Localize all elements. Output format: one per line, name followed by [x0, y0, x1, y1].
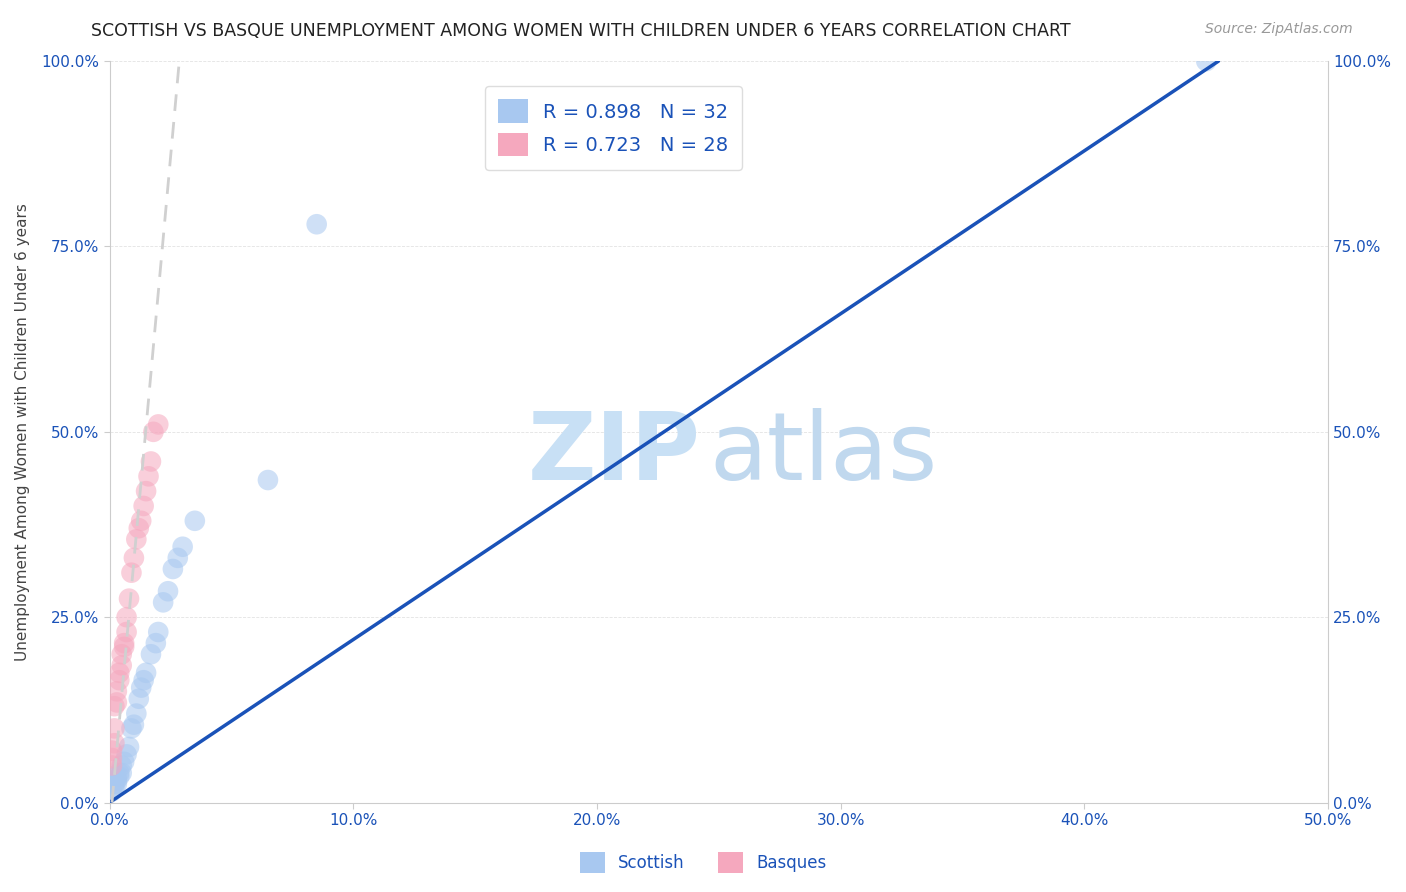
Point [112, 755, 135, 769]
Text: Source: ZipAtlas.com: Source: ZipAtlas.com [1205, 22, 1353, 37]
Point [112, 636, 135, 650]
Point [139, 647, 162, 661]
Point [118, 591, 141, 606]
Text: SCOTTISH VS BASQUE UNEMPLOYMENT AMONG WOMEN WITH CHILDREN UNDER 6 YEARS CORRELAT: SCOTTISH VS BASQUE UNEMPLOYMENT AMONG WO… [91, 22, 1071, 40]
Point [129, 681, 152, 695]
Point [148, 625, 170, 640]
Point [129, 514, 152, 528]
Point [105, 684, 128, 698]
Point [128, 521, 150, 535]
Point [105, 777, 128, 791]
Point [103, 736, 125, 750]
Point [111, 758, 134, 772]
Point [112, 640, 135, 654]
Point [115, 747, 138, 762]
Point [122, 717, 145, 731]
Point [101, 744, 124, 758]
Point [101, 751, 124, 765]
Point [305, 217, 328, 231]
Point [1195, 54, 1218, 69]
Point [108, 665, 131, 680]
Point [132, 499, 155, 513]
Point [103, 780, 125, 795]
Point [103, 699, 125, 714]
Point [257, 473, 280, 487]
Point [128, 691, 150, 706]
Legend: R = 0.898   N = 32, R = 0.723   N = 28: R = 0.898 N = 32, R = 0.723 N = 28 [485, 86, 742, 170]
Point [166, 550, 188, 565]
Point [103, 777, 125, 791]
Point [105, 773, 128, 788]
Y-axis label: Unemployment Among Women with Children Under 6 years: Unemployment Among Women with Children U… [15, 202, 30, 661]
Point [101, 784, 124, 798]
Point [148, 417, 170, 432]
Point [121, 566, 143, 580]
Point [108, 765, 131, 780]
Point [115, 610, 138, 624]
Point [157, 584, 180, 599]
Point [135, 484, 157, 499]
Point [125, 533, 148, 547]
Point [101, 758, 124, 772]
Point [139, 454, 162, 468]
Point [111, 647, 134, 661]
Point [111, 765, 134, 780]
Point [132, 673, 155, 688]
Point [125, 706, 148, 721]
Point [138, 469, 160, 483]
Point [111, 658, 134, 673]
Point [184, 514, 207, 528]
Point [162, 562, 184, 576]
Point [118, 739, 141, 754]
Point [121, 722, 143, 736]
Point [103, 722, 125, 736]
Point [115, 625, 138, 640]
Point [105, 695, 128, 709]
Point [142, 425, 165, 439]
Point [105, 770, 128, 784]
Point [108, 770, 131, 784]
Point [172, 540, 194, 554]
Point [108, 673, 131, 688]
Point [145, 636, 167, 650]
Point [152, 595, 174, 609]
Point [122, 550, 145, 565]
Legend: Scottish, Basques: Scottish, Basques [572, 846, 834, 880]
Text: ZIP: ZIP [527, 408, 700, 500]
Text: atlas: atlas [709, 408, 938, 500]
Point [135, 665, 157, 680]
